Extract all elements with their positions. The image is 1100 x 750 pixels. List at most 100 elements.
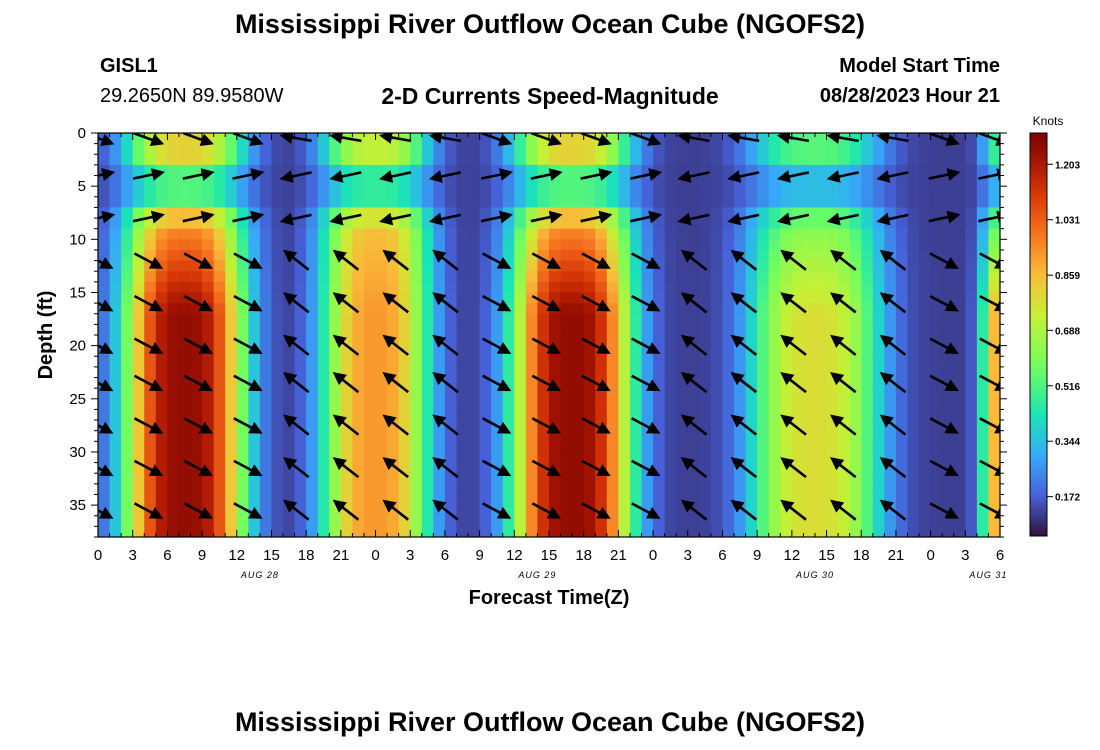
current-vector-arrow (98, 168, 116, 181)
heatmap-cell (757, 143, 770, 155)
heatmap-cell (814, 451, 828, 464)
heatmap-cell (190, 388, 203, 400)
heatmap-cell (525, 186, 539, 198)
heatmap-cell (213, 186, 226, 198)
heatmap-cell (155, 175, 168, 187)
heatmap-cell (502, 430, 515, 442)
heatmap-cell (734, 303, 747, 315)
heatmap-cell (745, 186, 758, 198)
heatmap-cell (283, 281, 296, 294)
heatmap-cell (352, 260, 365, 272)
current-vector-arrow (581, 502, 611, 519)
heatmap-cell (421, 494, 434, 506)
heatmap-cell (537, 164, 550, 177)
heatmap-cell (236, 462, 249, 474)
current-vector-arrow (580, 133, 612, 146)
heatmap-cell (919, 239, 932, 251)
heatmap-cell (907, 324, 920, 336)
heatmap-cell (502, 175, 515, 187)
heatmap-cell (664, 473, 677, 485)
heatmap-cell (236, 515, 249, 527)
heatmap-cell (722, 292, 735, 304)
heatmap-cell (583, 483, 596, 496)
heatmap-cell (884, 281, 897, 294)
heatmap-cell (190, 409, 203, 421)
heatmap-cell (433, 154, 446, 166)
heatmap-cell (872, 143, 885, 155)
heatmap-cell (155, 292, 168, 304)
heatmap-cell (549, 324, 562, 336)
heatmap-cell (930, 303, 943, 315)
heatmap-cell (919, 281, 932, 294)
heatmap-cell (745, 505, 758, 517)
heatmap-cell (259, 164, 273, 177)
heatmap-cell (572, 175, 585, 187)
heatmap-cell (930, 313, 943, 325)
heatmap-cell (734, 260, 747, 272)
heatmap-cell (410, 207, 423, 219)
heatmap-cell (421, 526, 434, 537)
heatmap-cell (294, 345, 307, 357)
heatmap-cell (259, 515, 273, 527)
heatmap-cell (144, 388, 157, 400)
heatmap-cell (502, 271, 515, 283)
heatmap-cell (444, 292, 458, 304)
heatmap-cell (780, 515, 793, 527)
heatmap-cell (190, 366, 203, 379)
heatmap-cell (722, 494, 735, 506)
heatmap-cell (537, 143, 550, 155)
heatmap-cell (710, 143, 724, 155)
current-vector-arrow (332, 414, 360, 436)
heatmap-cell (491, 409, 504, 421)
heatmap-cell (502, 494, 515, 506)
heatmap-cell (572, 345, 585, 357)
heatmap-cell (814, 249, 828, 262)
heatmap-cell (780, 313, 793, 325)
heatmap-cell (537, 154, 550, 166)
heatmap-cell (884, 207, 897, 219)
heatmap-cell (676, 441, 689, 453)
heatmap-cell (895, 388, 909, 400)
heatmap-cell (895, 441, 909, 453)
heatmap-cell (248, 388, 261, 400)
heatmap-cell (132, 377, 145, 389)
heatmap-cell (826, 239, 839, 251)
heatmap-cell (421, 271, 434, 283)
heatmap-cell (907, 196, 920, 209)
heatmap-cell (988, 324, 1000, 336)
heatmap-cell (757, 420, 770, 432)
heatmap-cell (791, 473, 805, 485)
heatmap-cell (190, 473, 203, 485)
heatmap-cell (468, 494, 481, 506)
heatmap-cell (849, 515, 862, 527)
heatmap-cell (745, 292, 758, 304)
heatmap-cell (641, 281, 654, 294)
heatmap-cell (479, 303, 492, 315)
heatmap-cell (248, 324, 261, 336)
x-tick-label: 21 (888, 547, 905, 564)
heatmap-cell (699, 494, 712, 506)
heatmap-cell (236, 271, 249, 283)
heatmap-cell (444, 196, 458, 209)
heatmap-cell (595, 281, 608, 294)
heatmap-cell (653, 409, 666, 421)
heatmap-cell (444, 505, 458, 517)
heatmap-cell (884, 143, 897, 155)
heatmap-cell (398, 249, 411, 262)
heatmap-cell (248, 154, 261, 166)
current-vector-arrow (531, 374, 562, 392)
heatmap-cell (687, 281, 700, 294)
heatmap-cell (98, 143, 111, 155)
date-label: AUG 30 (795, 570, 834, 580)
heatmap-cell (433, 143, 446, 155)
heatmap-cell (132, 196, 145, 209)
heatmap-cell (734, 228, 747, 240)
heatmap-cell (167, 154, 180, 166)
heatmap-cell (352, 175, 365, 187)
current-vector-arrow (879, 414, 907, 436)
heatmap-cell (942, 175, 955, 187)
heatmap-cell (225, 441, 238, 453)
heatmap-cell (595, 271, 608, 283)
heatmap-cell (456, 133, 469, 145)
heatmap-cell (953, 420, 966, 432)
